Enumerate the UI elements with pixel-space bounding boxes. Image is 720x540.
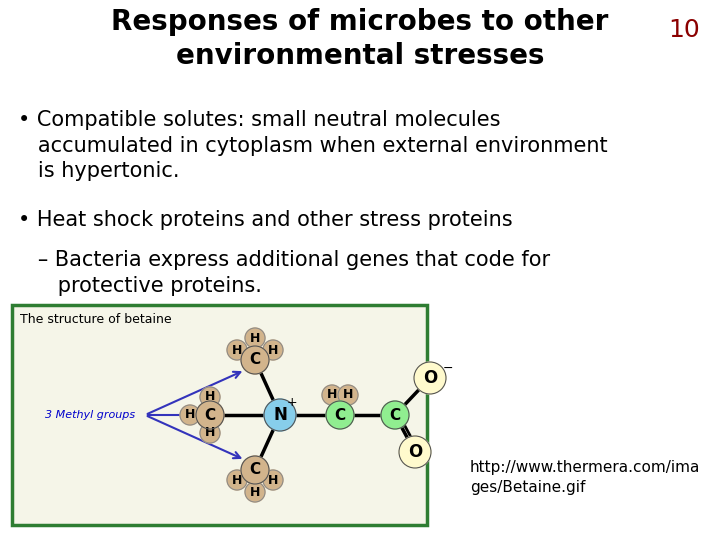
- FancyBboxPatch shape: [12, 305, 427, 525]
- Text: H: H: [232, 343, 242, 356]
- Circle shape: [322, 385, 342, 405]
- Text: H: H: [268, 474, 278, 487]
- Circle shape: [381, 401, 409, 429]
- Text: • Heat shock proteins and other stress proteins: • Heat shock proteins and other stress p…: [18, 210, 513, 230]
- Text: H: H: [250, 332, 260, 345]
- Circle shape: [241, 346, 269, 374]
- Circle shape: [245, 328, 265, 348]
- Text: – Bacteria express additional genes that code for
      protective proteins.: – Bacteria express additional genes that…: [18, 250, 550, 295]
- Text: H: H: [204, 427, 215, 440]
- Text: • Compatible solutes: small neutral molecules
   accumulated in cytoplasm when e: • Compatible solutes: small neutral mole…: [18, 110, 608, 181]
- Text: H: H: [232, 474, 242, 487]
- Circle shape: [263, 470, 283, 490]
- Text: H: H: [250, 485, 260, 498]
- Circle shape: [200, 387, 220, 407]
- Text: 10: 10: [668, 18, 700, 42]
- Text: C: C: [204, 408, 215, 422]
- Text: Responses of microbes to other
environmental stresses: Responses of microbes to other environme…: [112, 8, 608, 70]
- Text: http://www.thermera.com/ima
ges/Betaine.gif: http://www.thermera.com/ima ges/Betaine.…: [470, 460, 701, 495]
- Circle shape: [263, 340, 283, 360]
- Circle shape: [227, 470, 247, 490]
- Text: H: H: [268, 343, 278, 356]
- Text: N: N: [273, 406, 287, 424]
- Text: +: +: [287, 396, 297, 409]
- Text: O: O: [423, 369, 437, 387]
- Circle shape: [180, 405, 200, 425]
- Text: C: C: [334, 408, 346, 422]
- Text: The structure of betaine: The structure of betaine: [20, 313, 171, 326]
- Text: H: H: [185, 408, 195, 422]
- Circle shape: [200, 423, 220, 443]
- Text: C: C: [249, 353, 261, 368]
- Circle shape: [326, 401, 354, 429]
- Circle shape: [414, 362, 446, 394]
- Circle shape: [399, 436, 431, 468]
- Text: H: H: [343, 388, 354, 402]
- Circle shape: [227, 340, 247, 360]
- Circle shape: [264, 399, 296, 431]
- Text: H: H: [327, 388, 337, 402]
- Text: C: C: [249, 462, 261, 477]
- Text: H: H: [204, 390, 215, 403]
- Circle shape: [338, 385, 358, 405]
- Circle shape: [245, 482, 265, 502]
- Text: 3 Methyl groups: 3 Methyl groups: [45, 410, 135, 420]
- Circle shape: [241, 456, 269, 484]
- Circle shape: [196, 401, 224, 429]
- Text: O: O: [408, 443, 422, 461]
- Text: C: C: [390, 408, 400, 422]
- Text: −: −: [443, 361, 454, 375]
